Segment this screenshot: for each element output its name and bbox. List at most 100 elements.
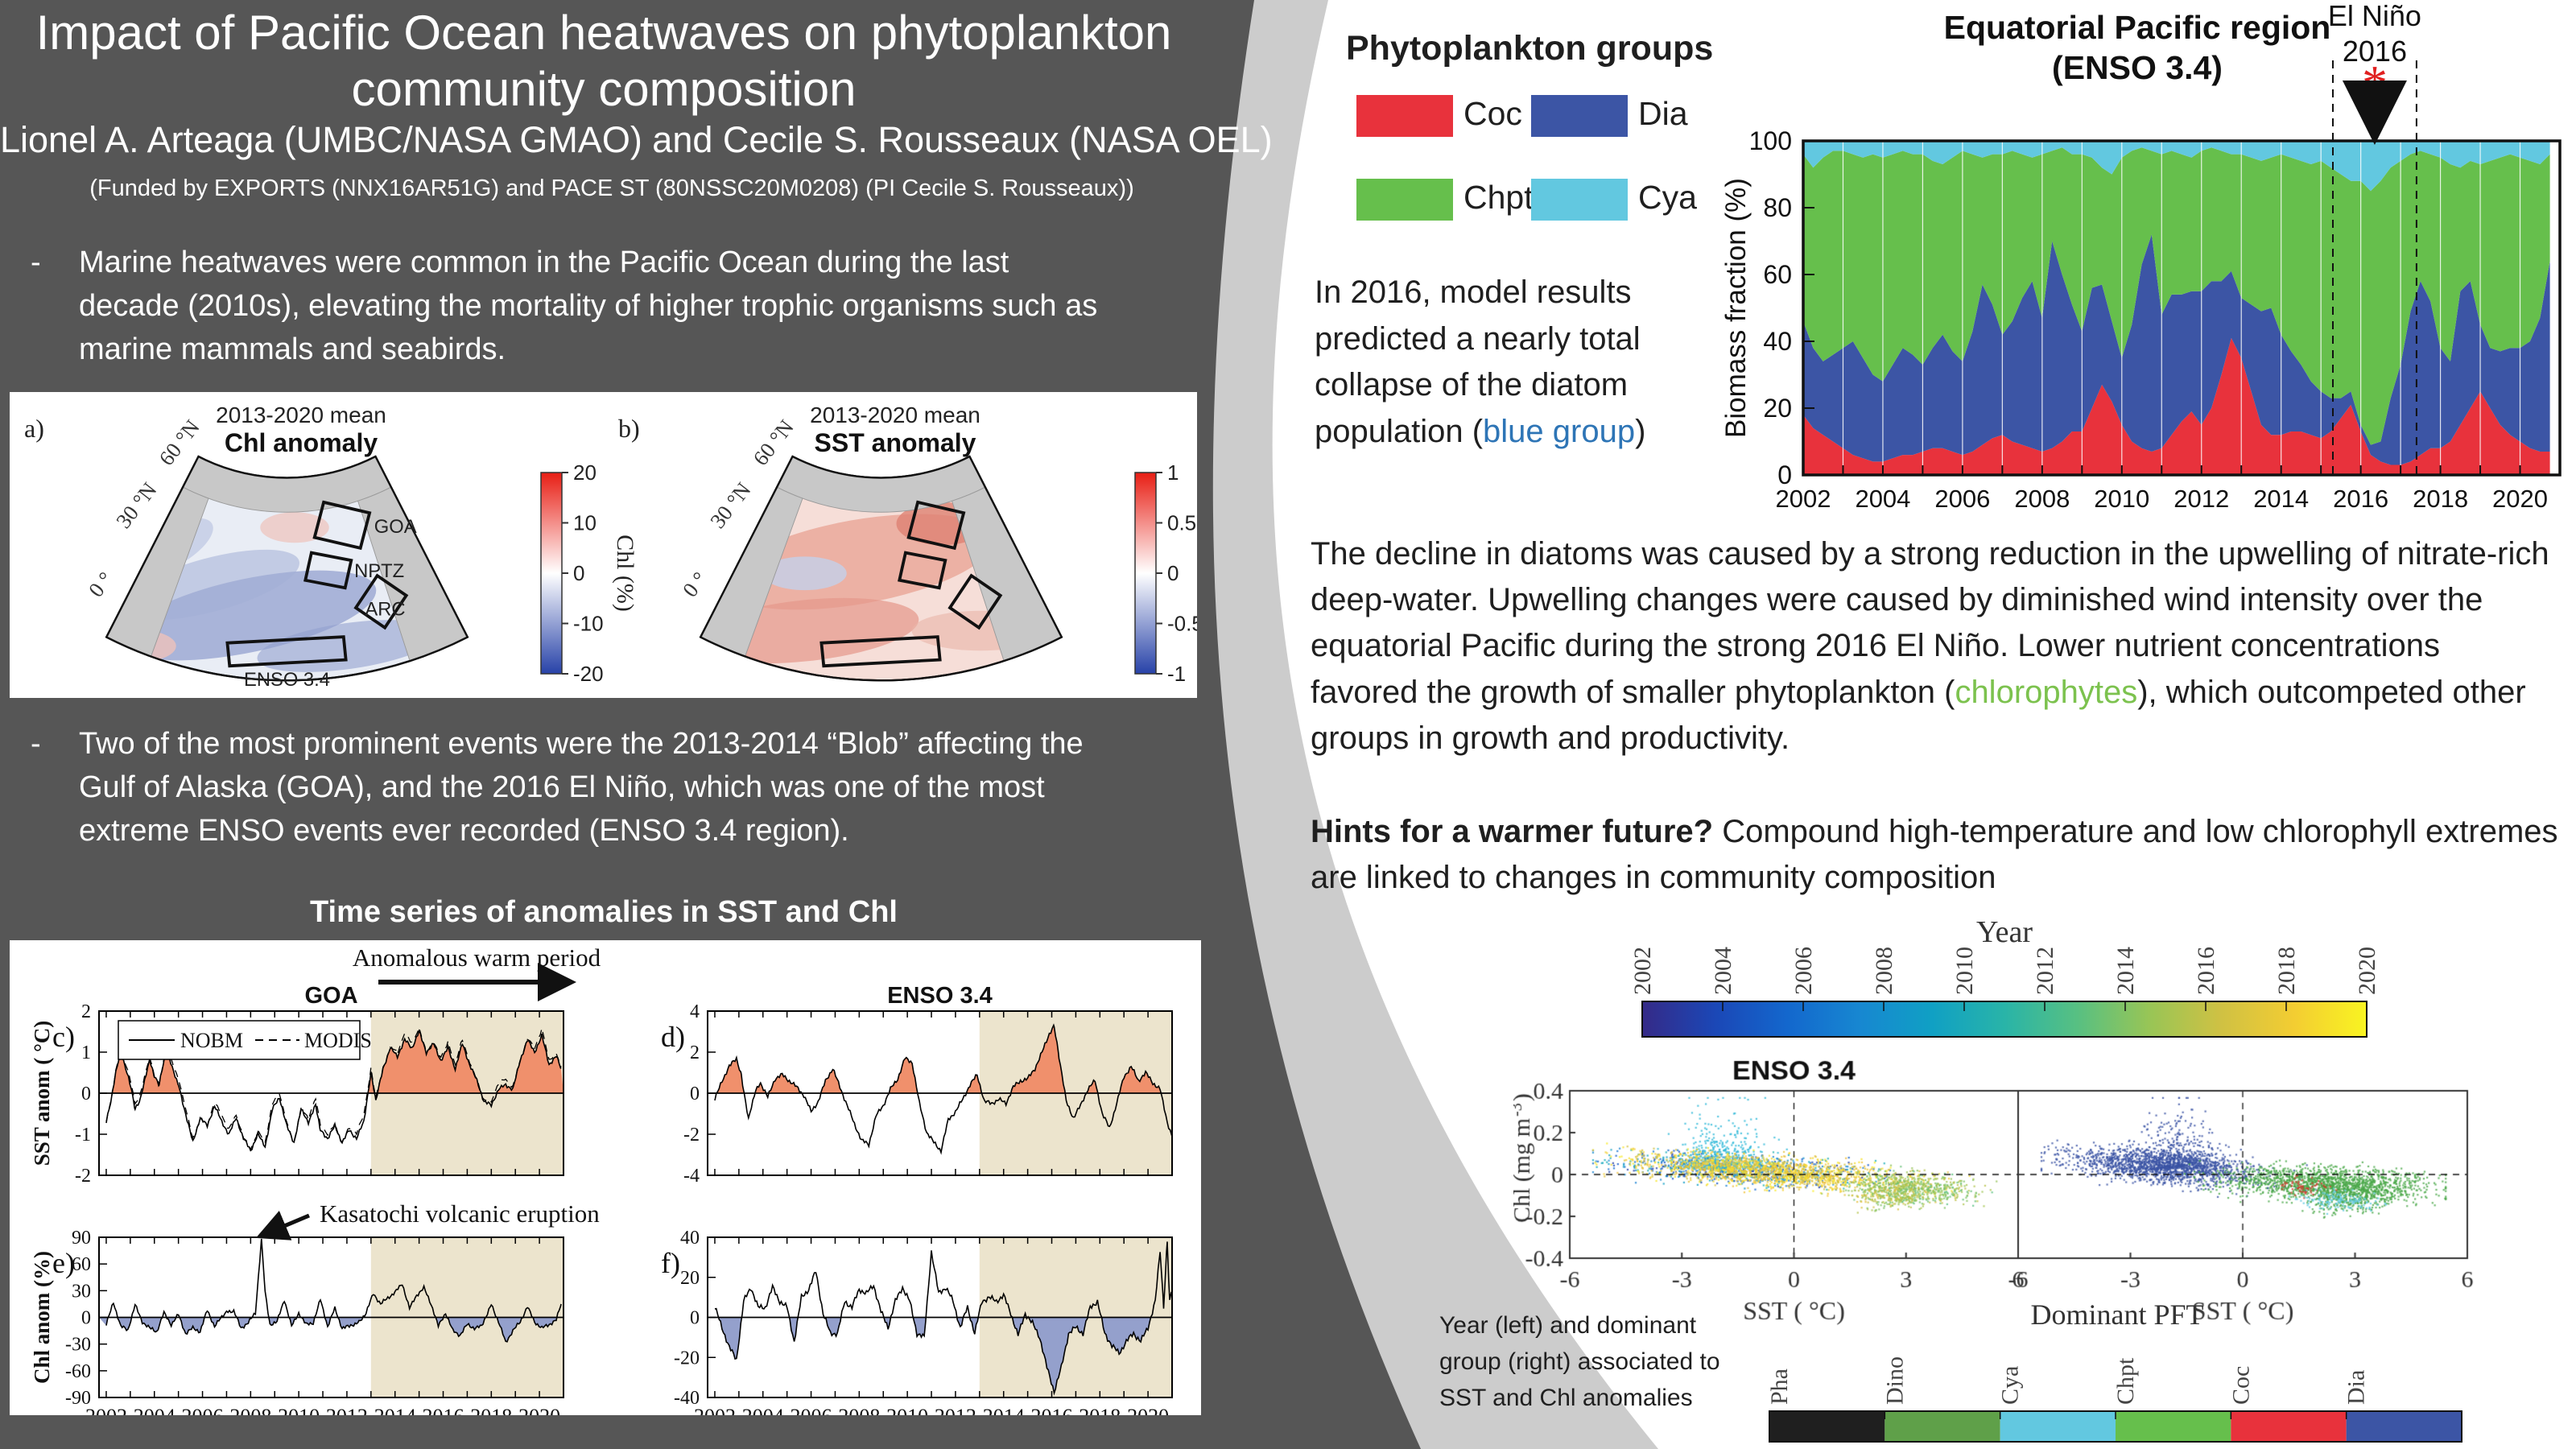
hints-paragraph: Hints for a warmer future? Compound high… xyxy=(1311,809,2558,901)
svg-text:0: 0 xyxy=(690,1308,700,1329)
svg-text:b): b) xyxy=(618,414,640,443)
collapse-paragraph: In 2016, model results predicted a nearl… xyxy=(1315,270,1701,455)
svg-text:30 °N: 30 °N xyxy=(705,478,755,533)
svg-text:Dominant PFT: Dominant PFT xyxy=(2030,1298,2203,1331)
svg-text:2012: 2012 xyxy=(2174,485,2229,513)
svg-text:ENSO 3.4: ENSO 3.4 xyxy=(244,669,330,691)
blue-group-word: blue group xyxy=(1483,413,1636,449)
svg-text:0: 0 xyxy=(690,1084,700,1104)
scatter-caption: Year (left) and dominant group (right) a… xyxy=(1439,1312,1720,1411)
diatom-decline-paragraph: The decline in diatoms was caused by a s… xyxy=(1311,531,2554,762)
svg-text:SST anomaly: SST anomaly xyxy=(815,428,976,457)
svg-text:2004: 2004 xyxy=(134,1405,175,1415)
svg-text:2002: 2002 xyxy=(1776,485,1831,513)
legend-swatch-coc xyxy=(1356,95,1453,137)
svg-text:-20: -20 xyxy=(674,1348,700,1368)
svg-text:2020: 2020 xyxy=(1127,1405,1169,1415)
svg-text:40: 40 xyxy=(1763,327,1792,356)
biomass-fraction-chart: 2002 2004 2006 2008 2010 2012 2014 2016 2018 2020… xyxy=(1720,0,2562,513)
svg-text:2008: 2008 xyxy=(1871,947,1897,995)
svg-text:2008: 2008 xyxy=(838,1405,880,1415)
svg-text:a): a) xyxy=(24,414,44,443)
svg-text:60: 60 xyxy=(72,1254,91,1275)
legend-swatch-dia xyxy=(1531,95,1628,137)
svg-text:Chl anomaly: Chl anomaly xyxy=(225,428,378,457)
chlorophytes-word: chlorophytes xyxy=(1955,674,2138,710)
svg-text:2020: 2020 xyxy=(2492,485,2548,513)
svg-text:2: 2 xyxy=(690,1042,700,1063)
bullet-dash: - xyxy=(31,246,41,279)
svg-text:2013-2020 mean: 2013-2020 mean xyxy=(216,402,386,427)
svg-text:2016: 2016 xyxy=(2343,35,2407,68)
svg-text:0: 0 xyxy=(573,561,584,585)
dominant-pft-colorbar: Dominant PFT Pha Dino Cya Chpt Coc Dia xyxy=(1766,1298,2462,1443)
sst-chl-scatter-plots xyxy=(1513,1057,2479,1327)
svg-text:4: 4 xyxy=(690,1001,700,1022)
svg-text:2004: 2004 xyxy=(1855,485,1910,513)
svg-text:ENSO 3.4: ENSO 3.4 xyxy=(887,983,993,1009)
svg-text:-0.5: -0.5 xyxy=(1167,612,1197,636)
svg-text:2018: 2018 xyxy=(1079,1405,1121,1415)
para1-post: ), which outcompeted other groups in gro… xyxy=(1311,674,2526,756)
svg-text:Chl anom (%): Chl anom (%) xyxy=(30,1251,54,1384)
svg-text:GOA: GOA xyxy=(374,516,417,538)
svg-text:2016: 2016 xyxy=(2193,947,2219,995)
svg-text:Year: Year xyxy=(1976,918,2033,949)
legend-label-cya: Cya xyxy=(1638,179,1697,216)
hints-bold: Hints for a warmer future? xyxy=(1311,814,1714,849)
svg-text:2008: 2008 xyxy=(229,1405,271,1415)
legend-label-dia: Dia xyxy=(1638,95,1688,132)
svg-text:80: 80 xyxy=(1763,193,1792,222)
svg-text:Pha: Pha xyxy=(1766,1368,1793,1405)
svg-text:2012: 2012 xyxy=(935,1405,976,1415)
svg-text:2020: 2020 xyxy=(2354,947,2380,995)
svg-text:40: 40 xyxy=(680,1228,700,1249)
svg-text:2010: 2010 xyxy=(1951,947,1978,995)
legend-swatch-cya xyxy=(1531,179,1628,221)
svg-text:-90: -90 xyxy=(65,1388,91,1409)
svg-text:2006: 2006 xyxy=(1934,485,1990,513)
svg-text:2006: 2006 xyxy=(1790,947,1817,995)
svg-text:2014: 2014 xyxy=(2112,947,2139,995)
svg-text:2018: 2018 xyxy=(2273,947,2300,995)
svg-text:0 °: 0 ° xyxy=(84,568,118,602)
bullet-2: - Two of the most prominent events were … xyxy=(31,723,1117,853)
svg-text:2016: 2016 xyxy=(2333,485,2388,513)
year-colorbar: Year 2002 2004 2006 2008 2010 2012 2014 2016 2018… xyxy=(1629,918,2380,1038)
svg-text:c): c) xyxy=(52,1021,75,1053)
svg-text:2002: 2002 xyxy=(1629,947,1656,995)
svg-text:GOA: GOA xyxy=(304,983,357,1009)
svg-text:-4: -4 xyxy=(683,1166,700,1187)
svg-text:-1: -1 xyxy=(1167,662,1186,686)
phytoplankton-groups-title: Phytoplankton groups xyxy=(1346,29,1714,68)
svg-text:1: 1 xyxy=(81,1042,91,1063)
svg-text:e): e) xyxy=(52,1247,75,1279)
timeseries-heading: Time series of anomalies in SST and Chl xyxy=(310,895,898,929)
svg-text:0: 0 xyxy=(1777,460,1792,489)
hints-rest: Compound high-temperature and low chloro… xyxy=(1311,814,2558,896)
svg-text:NOBM: NOBM xyxy=(180,1029,243,1052)
svg-text:2014: 2014 xyxy=(2253,485,2309,513)
svg-text:2002: 2002 xyxy=(694,1405,736,1415)
svg-text:20: 20 xyxy=(1763,394,1792,423)
svg-text:2006: 2006 xyxy=(182,1405,224,1415)
svg-text:2020: 2020 xyxy=(518,1405,560,1415)
authors-line: Lionel A. Arteaga (UMBC/NASA GMAO) and C… xyxy=(0,119,1273,160)
funding-line: (Funded by EXPORTS (NNX16AR51G) and PACE… xyxy=(89,175,1134,201)
svg-text:Coc: Coc xyxy=(2227,1366,2254,1405)
svg-text:20: 20 xyxy=(680,1268,700,1289)
svg-text:Equatorial Pacific region: Equatorial Pacific region xyxy=(1944,9,2331,46)
svg-text:Chl (%): Chl (%) xyxy=(612,535,638,612)
svg-text:2004: 2004 xyxy=(1710,947,1736,995)
svg-text:-2: -2 xyxy=(683,1125,700,1146)
svg-text:30: 30 xyxy=(72,1281,91,1302)
legend-label-coc: Coc xyxy=(1463,95,1522,132)
collapse-post: ) xyxy=(1635,413,1646,449)
svg-text:0: 0 xyxy=(81,1084,91,1104)
svg-text:2010: 2010 xyxy=(886,1405,928,1415)
svg-text:30 °N: 30 °N xyxy=(111,478,161,533)
svg-text:-10: -10 xyxy=(573,612,604,636)
bullet-2-text: Two of the most prominent events were th… xyxy=(79,727,1084,848)
svg-text:Dino: Dino xyxy=(1881,1356,1908,1405)
